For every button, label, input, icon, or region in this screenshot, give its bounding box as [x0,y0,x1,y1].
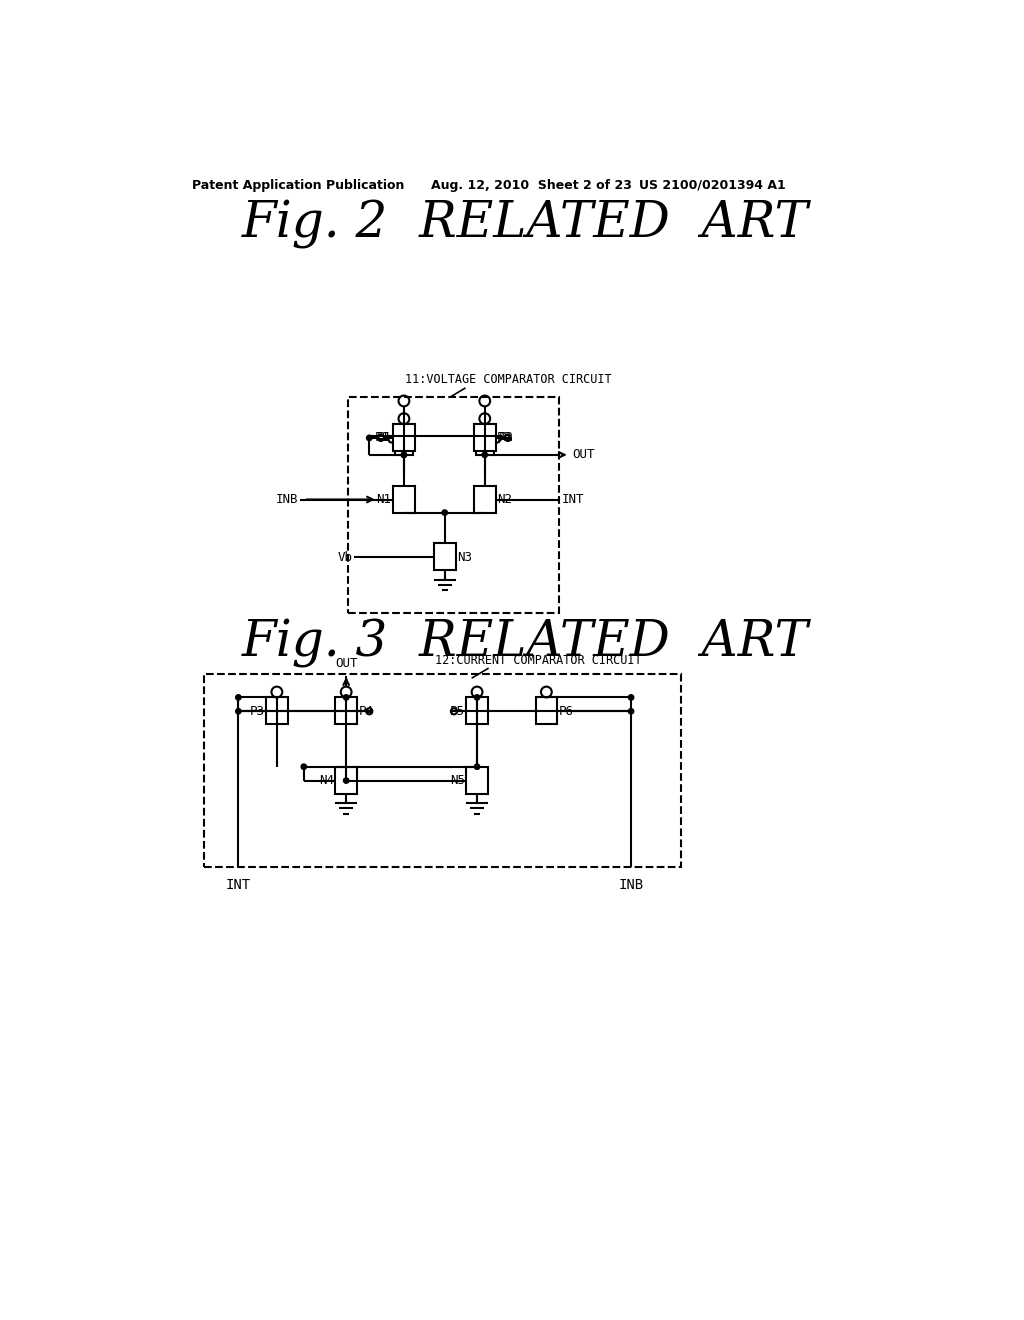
Circle shape [629,709,634,714]
Text: INB: INB [275,492,298,506]
Text: INT: INT [226,878,251,892]
Text: Aug. 12, 2010  Sheet 2 of 23: Aug. 12, 2010 Sheet 2 of 23 [431,178,632,191]
Text: INT: INT [562,492,585,506]
Text: US 2100/0201394 A1: US 2100/0201394 A1 [639,178,785,191]
Text: OUT: OUT [335,657,357,671]
Bar [536,697,557,725]
Circle shape [367,436,372,441]
Circle shape [482,453,487,458]
Bar [474,424,496,451]
Bar [466,697,487,725]
Circle shape [474,694,480,700]
Text: P3: P3 [250,705,264,718]
Circle shape [236,709,241,714]
Text: Vb: Vb [337,550,352,564]
Text: INB: INB [618,878,644,892]
Circle shape [401,453,407,458]
Bar [348,397,559,612]
Bar [466,767,487,793]
Text: Fig. 2  RELATED  ART: Fig. 2 RELATED ART [242,199,808,248]
Text: Patent Application Publication: Patent Application Publication [193,178,404,191]
Text: N5: N5 [450,774,465,787]
Circle shape [401,453,407,458]
Bar [204,675,681,867]
Text: P2: P2 [497,432,512,445]
Text: N4: N4 [318,774,334,787]
Text: N3: N3 [457,550,472,564]
Bar [475,424,494,455]
Circle shape [629,694,634,700]
Text: N2: N2 [497,492,512,506]
Text: P1: P1 [377,432,391,445]
Text: P1: P1 [375,432,390,445]
Bar [393,424,415,451]
Text: N1: N1 [377,492,391,506]
Text: 11:VOLTAGE COMPARATOR CIRCUIT: 11:VOLTAGE COMPARATOR CIRCUIT [404,372,611,385]
Text: P6: P6 [559,705,573,718]
Text: Fig. 3  RELATED  ART: Fig. 3 RELATED ART [242,619,808,668]
Circle shape [236,694,241,700]
Text: P4: P4 [358,705,374,718]
Text: P5: P5 [450,705,465,718]
Text: 12:CURRENT COMPARATOR CIRCUIT: 12:CURRENT COMPARATOR CIRCUIT [435,653,642,667]
Bar [336,767,357,793]
Circle shape [442,510,447,515]
Bar [394,424,413,455]
Bar [393,486,415,512]
Circle shape [343,694,349,700]
Circle shape [343,777,349,783]
Text: OUT: OUT [571,449,594,462]
Bar [434,544,456,570]
Bar [474,486,496,512]
Circle shape [474,764,480,770]
Text: P2: P2 [499,432,514,445]
Circle shape [301,764,306,770]
Bar [266,697,288,725]
Bar [336,697,357,725]
